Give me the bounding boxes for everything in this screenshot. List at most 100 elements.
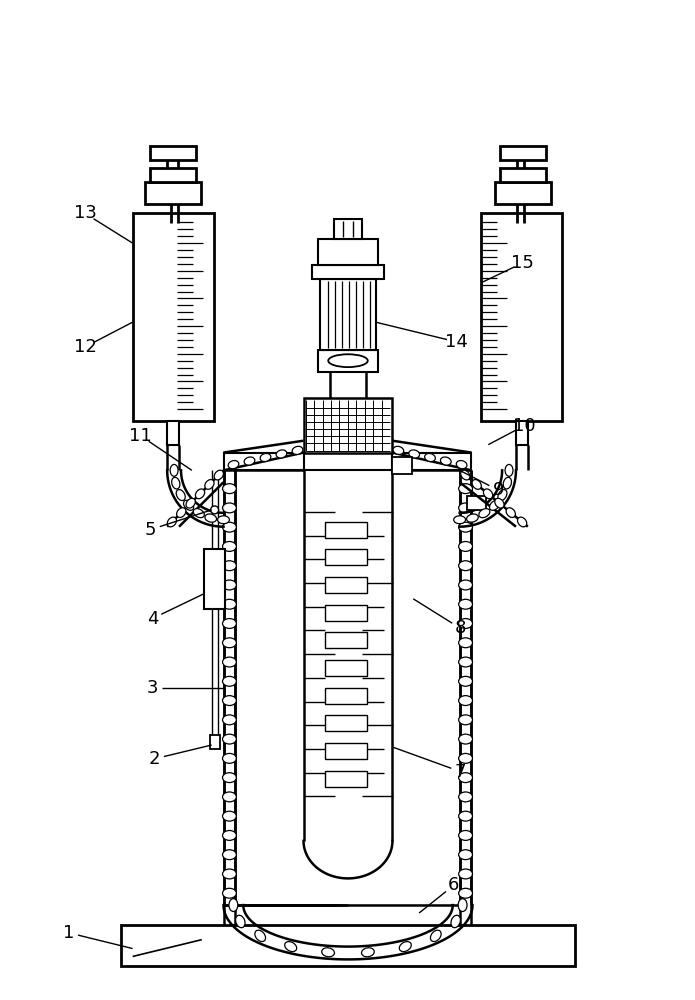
- Ellipse shape: [167, 517, 177, 527]
- Ellipse shape: [177, 508, 186, 517]
- Ellipse shape: [458, 899, 467, 912]
- Ellipse shape: [456, 461, 467, 469]
- Text: 9: 9: [493, 481, 504, 499]
- Bar: [482, 213, 562, 421]
- Text: 1: 1: [63, 924, 74, 942]
- Bar: [325, 522, 367, 538]
- Bar: [313, 265, 384, 279]
- Ellipse shape: [193, 509, 204, 518]
- Ellipse shape: [222, 773, 236, 783]
- Ellipse shape: [400, 942, 411, 952]
- Bar: [210, 735, 220, 749]
- Ellipse shape: [459, 638, 473, 648]
- Ellipse shape: [459, 773, 473, 783]
- Bar: [133, 213, 213, 421]
- Bar: [320, 279, 376, 350]
- Bar: [334, 219, 362, 239]
- Ellipse shape: [518, 517, 527, 527]
- Ellipse shape: [495, 498, 504, 508]
- Ellipse shape: [222, 676, 236, 686]
- Ellipse shape: [466, 514, 478, 522]
- Text: 12: 12: [74, 338, 97, 356]
- Ellipse shape: [222, 869, 236, 879]
- Ellipse shape: [459, 753, 473, 763]
- Ellipse shape: [459, 676, 473, 686]
- Ellipse shape: [211, 506, 218, 514]
- Bar: [318, 239, 377, 265]
- Ellipse shape: [451, 915, 460, 928]
- Ellipse shape: [292, 446, 303, 454]
- Bar: [150, 146, 196, 160]
- Bar: [304, 398, 393, 453]
- Text: 15: 15: [512, 254, 534, 272]
- Ellipse shape: [459, 715, 473, 725]
- Ellipse shape: [222, 484, 236, 494]
- Ellipse shape: [260, 453, 271, 462]
- Ellipse shape: [222, 792, 236, 802]
- Ellipse shape: [222, 657, 236, 667]
- Ellipse shape: [222, 561, 236, 571]
- Ellipse shape: [459, 657, 473, 667]
- Ellipse shape: [409, 450, 420, 458]
- Ellipse shape: [222, 850, 236, 860]
- Text: 13: 13: [74, 204, 97, 222]
- Ellipse shape: [459, 734, 473, 744]
- Ellipse shape: [459, 811, 473, 821]
- Bar: [325, 605, 367, 621]
- Bar: [204, 549, 225, 609]
- Bar: [325, 549, 367, 565]
- Ellipse shape: [503, 477, 512, 489]
- Ellipse shape: [222, 599, 236, 609]
- Ellipse shape: [459, 850, 473, 860]
- Ellipse shape: [489, 500, 500, 510]
- Ellipse shape: [205, 480, 214, 489]
- Ellipse shape: [441, 457, 451, 465]
- Ellipse shape: [218, 516, 229, 524]
- Ellipse shape: [459, 869, 473, 879]
- Text: 2: 2: [149, 750, 160, 768]
- Ellipse shape: [236, 915, 245, 928]
- Bar: [150, 168, 196, 182]
- Ellipse shape: [459, 599, 473, 609]
- Ellipse shape: [222, 541, 236, 551]
- Ellipse shape: [276, 450, 287, 458]
- Ellipse shape: [459, 484, 473, 494]
- Ellipse shape: [459, 561, 473, 571]
- Bar: [516, 421, 528, 445]
- Bar: [325, 743, 367, 759]
- Ellipse shape: [459, 619, 473, 628]
- Ellipse shape: [454, 516, 466, 524]
- Bar: [500, 146, 546, 160]
- Ellipse shape: [222, 830, 236, 840]
- Ellipse shape: [459, 830, 473, 840]
- Bar: [304, 453, 393, 470]
- Ellipse shape: [222, 503, 236, 513]
- Ellipse shape: [484, 489, 493, 499]
- Ellipse shape: [244, 457, 255, 465]
- Ellipse shape: [459, 696, 473, 706]
- Ellipse shape: [361, 948, 375, 957]
- Text: 5: 5: [145, 521, 156, 539]
- Text: 7: 7: [455, 763, 466, 781]
- Ellipse shape: [506, 508, 516, 517]
- Ellipse shape: [285, 942, 297, 952]
- Text: 11: 11: [129, 427, 152, 445]
- Ellipse shape: [172, 477, 180, 489]
- Ellipse shape: [459, 580, 473, 590]
- Ellipse shape: [498, 490, 507, 501]
- Ellipse shape: [479, 509, 490, 518]
- Text: 10: 10: [512, 417, 535, 435]
- Text: 4: 4: [147, 610, 158, 628]
- Ellipse shape: [461, 470, 470, 480]
- Ellipse shape: [205, 514, 217, 522]
- Ellipse shape: [222, 638, 236, 648]
- Ellipse shape: [186, 498, 195, 508]
- Bar: [500, 168, 546, 182]
- Bar: [325, 577, 367, 593]
- Bar: [145, 182, 201, 204]
- Bar: [325, 771, 367, 787]
- Text: 14: 14: [445, 333, 468, 351]
- Ellipse shape: [459, 522, 473, 532]
- Bar: [496, 182, 550, 204]
- Ellipse shape: [214, 470, 223, 480]
